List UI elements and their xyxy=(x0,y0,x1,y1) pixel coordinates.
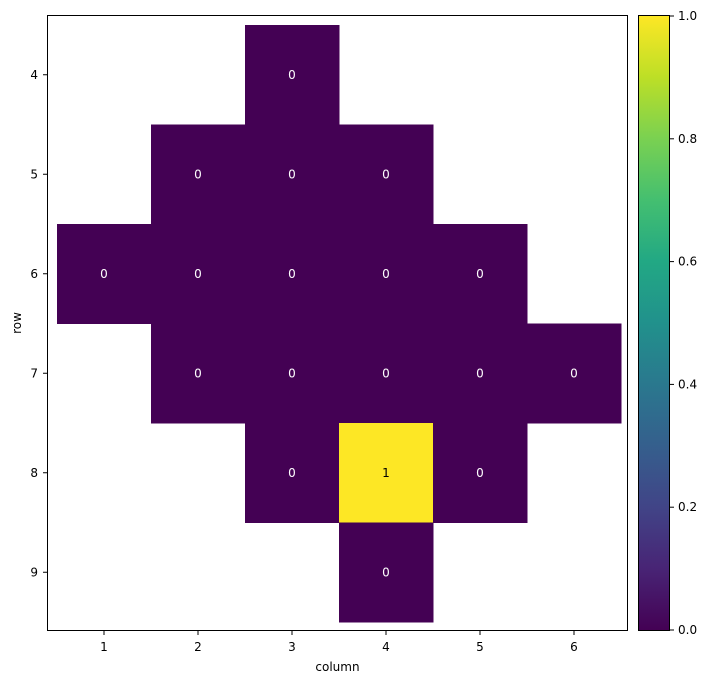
y-tick-label: 8 xyxy=(30,466,38,480)
colorbar-tick-label: 0.6 xyxy=(678,255,697,269)
y-tick-label: 6 xyxy=(30,267,38,281)
y-tick-label: 9 xyxy=(30,565,38,579)
plot-frame xyxy=(47,15,628,631)
heatmap-cell xyxy=(339,522,434,623)
heatmap-cell xyxy=(245,423,340,523)
x-axis-ticks: 1 2 3 4 5 6 xyxy=(100,631,578,654)
cell-value-label: 0 xyxy=(382,167,390,181)
x-tick-label: 5 xyxy=(476,640,484,654)
cell-value-labels: 0 0 0 0 0 0 0 0 0 0 0 0 0 0 0 1 0 0 xyxy=(100,68,578,580)
colorbar-tick-label: 0.8 xyxy=(678,132,697,146)
colorbar-tick-label: 1.0 xyxy=(678,9,697,23)
cell-value-label: 0 xyxy=(288,167,296,181)
x-tick-label: 2 xyxy=(194,640,202,654)
colorbar-tick-label: 0.2 xyxy=(678,500,697,514)
heatmap-cells xyxy=(57,25,622,623)
y-tick-label: 5 xyxy=(30,167,38,181)
y-tick-label: 4 xyxy=(30,68,38,82)
heatmap-cell xyxy=(433,323,528,424)
cell-value-label: 0 xyxy=(194,366,202,380)
x-tick-label: 1 xyxy=(100,640,108,654)
heatmap-cell xyxy=(339,423,434,523)
heatmap-cell xyxy=(527,323,622,424)
colorbar xyxy=(638,15,670,631)
colorbar-tick-label: 0.4 xyxy=(678,377,697,391)
cell-value-label: 0 xyxy=(382,366,390,380)
cell-value-label: 0 xyxy=(570,366,578,380)
x-tick-label: 4 xyxy=(382,640,390,654)
heatmap-cell xyxy=(151,323,246,424)
cell-value-label: 0 xyxy=(288,366,296,380)
x-tick-label: 3 xyxy=(288,640,296,654)
cell-value-label: 0 xyxy=(288,267,296,281)
y-tick-label: 7 xyxy=(30,366,38,380)
cell-value-label: 0 xyxy=(194,167,202,181)
heatmap-cell xyxy=(433,224,528,324)
cell-value-label: 0 xyxy=(100,267,108,281)
heatmap-cell xyxy=(245,124,340,225)
cell-value-label: 0 xyxy=(194,267,202,281)
heatmap-cell xyxy=(151,124,246,225)
heatmap-cell xyxy=(339,224,434,324)
x-axis-label: column xyxy=(315,660,359,674)
heatmap-cell xyxy=(339,323,434,424)
cell-value-label: 0 xyxy=(476,366,484,380)
cell-value-label: 0 xyxy=(476,267,484,281)
colorbar-ticks: 0.0 0.2 0.4 0.6 0.8 1.0 xyxy=(670,9,697,637)
heatmap-cell xyxy=(245,25,340,125)
heatmap-cell xyxy=(245,224,340,324)
colorbar-tick-label: 0.0 xyxy=(678,623,697,637)
heatmap-cell xyxy=(245,323,340,424)
y-axis-ticks: 4 5 6 7 8 9 xyxy=(30,68,47,579)
cell-value-label: 0 xyxy=(382,267,390,281)
cell-value-label: 0 xyxy=(288,466,296,480)
heatmap-cell xyxy=(339,124,434,225)
x-tick-label: 6 xyxy=(570,640,578,654)
heatmap-cell xyxy=(57,224,152,324)
cell-value-label: 0 xyxy=(288,68,296,82)
cell-value-label: 0 xyxy=(476,466,484,480)
heatmap-cell xyxy=(151,224,246,324)
cell-value-label: 1 xyxy=(382,466,390,480)
cell-value-label: 0 xyxy=(382,565,390,579)
heatmap-cell xyxy=(433,423,528,523)
y-axis-label: row xyxy=(10,312,24,334)
